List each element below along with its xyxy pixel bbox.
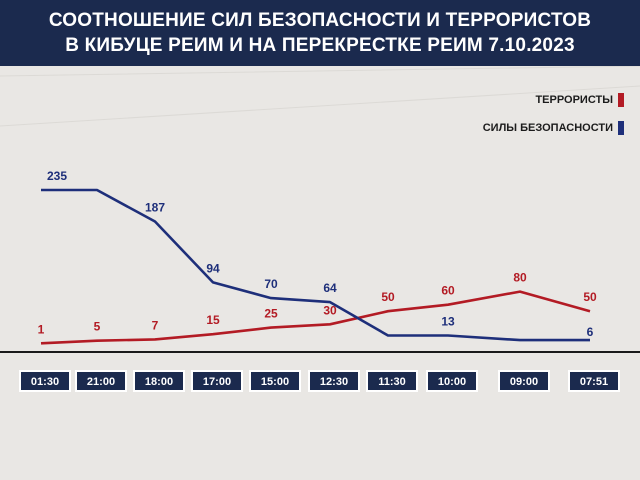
data-label-terrorists: 50	[583, 290, 597, 304]
legend-swatch-terrorists	[618, 93, 624, 107]
x-tick-label: 18:00	[145, 376, 173, 388]
tick-box	[368, 372, 416, 390]
series-line-terrorists	[40, 290, 591, 345]
tick-box	[193, 372, 241, 390]
x-tick-label: 21:00	[87, 376, 115, 388]
legend-label-security: СИЛЫ БЕЗОПАСНОСТИ	[482, 122, 613, 134]
x-tick-label: 15:00	[261, 376, 289, 388]
data-label-terrorists: 5	[94, 320, 101, 334]
tick-box	[428, 372, 476, 390]
tick-box	[251, 372, 299, 390]
data-label-terrorists: 50	[381, 290, 395, 304]
chart-legend: ТЕРРОРИСТЫ СИЛЫ БЕЗОПАСНОСТИ	[483, 92, 624, 148]
data-label-security: 64	[323, 281, 337, 295]
legend-label-terrorists: ТЕРРОРИСТЫ	[535, 94, 613, 106]
tick-box	[570, 372, 618, 390]
legend-item-security: СИЛЫ БЕЗОПАСНОСТИ	[483, 120, 624, 136]
data-label-security: 187	[145, 200, 165, 214]
background-decoration	[0, 66, 640, 127]
tick-box	[21, 372, 69, 390]
title-line-2: В КИБУЦЕ РЕИМ И НА ПЕРЕКРЕСТКЕ РЕИМ 7.10…	[65, 35, 575, 56]
data-label-terrorists: 30	[323, 303, 337, 317]
title-line-1: СООТНОШЕНИЕ СИЛ БЕЗОПАСНОСТИ И ТЕРРОРИСТ…	[48, 10, 592, 31]
x-tick-label: 10:00	[438, 376, 466, 388]
data-label-terrorists: 1	[38, 322, 45, 336]
x-tick-label: 01:30	[31, 376, 59, 388]
header-banner: СООТНОШЕНИЕ СИЛ БЕЗОПАСНОСТИ И ТЕРРОРИСТ…	[0, 0, 640, 66]
data-label-security: 70	[264, 277, 278, 291]
data-label-terrorists: 60	[441, 284, 455, 298]
x-tick-label: 17:00	[203, 376, 231, 388]
x-tick-label: 12:30	[320, 376, 348, 388]
tick-box	[310, 372, 358, 390]
series-line-security	[41, 188, 590, 342]
data-label-security: 6	[587, 325, 594, 339]
tick-box	[135, 372, 183, 390]
data-label-terrorists: 25	[264, 307, 278, 321]
data-label-security: 235	[47, 169, 67, 183]
legend-item-terrorists: ТЕРРОРИСТЫ	[483, 92, 624, 108]
x-tick-label: 09:00	[510, 376, 538, 388]
legend-swatch-security	[618, 121, 624, 135]
data-label-security: 94	[206, 261, 220, 275]
x-tick-label: 11:30	[378, 376, 406, 388]
data-label-terrorists: 80	[513, 271, 527, 285]
data-label-terrorists: 7	[152, 318, 159, 332]
data-label-terrorists: 15	[206, 313, 220, 327]
tick-box	[500, 372, 548, 390]
data-label-security: 13	[441, 314, 455, 328]
x-tick-label: 07:51	[580, 376, 608, 388]
tick-box	[77, 372, 125, 390]
